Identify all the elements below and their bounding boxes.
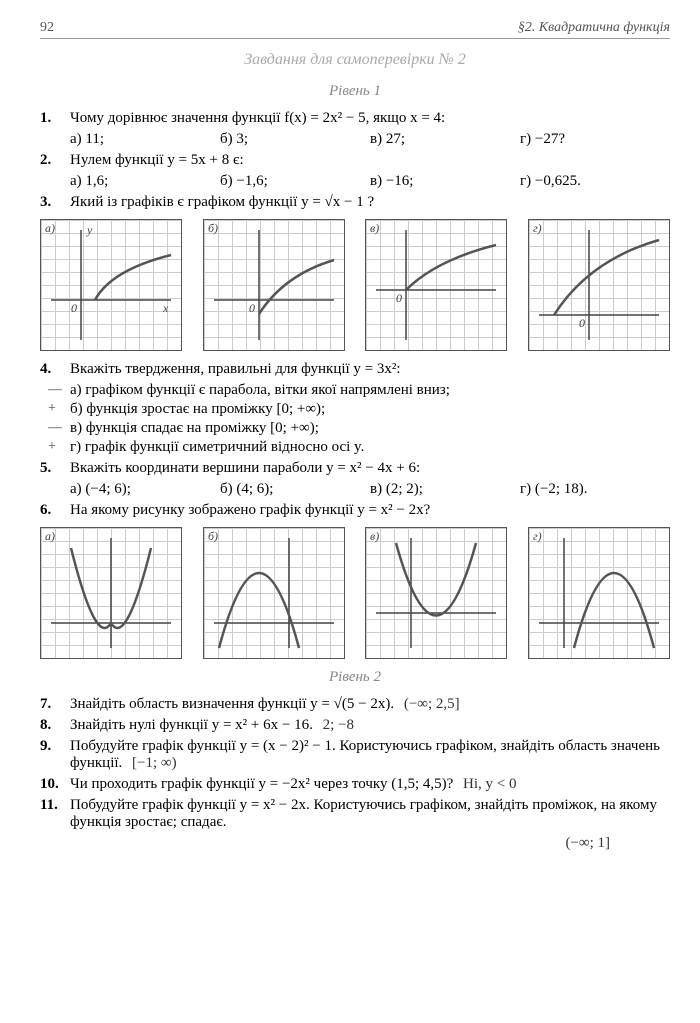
q6-graph-c: в) (365, 527, 507, 659)
q7-text: Знайдіть область визначення функції y = … (70, 696, 670, 713)
graph-label-a: а) (45, 221, 55, 235)
q2-b: б) −1,6; (220, 173, 370, 190)
svg-text:г): г) (533, 529, 542, 543)
q11-answer-row: (−∞; 1] (40, 835, 610, 852)
svg-text:0: 0 (396, 291, 402, 305)
q1-b: б) 3; (220, 131, 370, 148)
q4-b-mark: + (48, 401, 56, 417)
page-number: 92 (40, 20, 54, 36)
q1-text: Чому дорівнює значення функції f(x) = 2x… (70, 110, 670, 127)
question-5: 5. Вкажіть координати вершини параболи y… (40, 460, 670, 477)
q5-a: а) (−4; 6); (70, 481, 220, 498)
question-1: 1. Чому дорівнює значення функції f(x) =… (40, 110, 670, 127)
svg-text:0: 0 (579, 316, 585, 330)
svg-text:в): в) (370, 221, 379, 235)
section-title: Завдання для самоперевірки № 2 (40, 51, 670, 69)
q7-num: 7. (40, 696, 70, 713)
q2-d: г) −0,625. (520, 173, 670, 190)
q8-handwritten: 2; −8 (323, 717, 354, 734)
q1-num: 1. (40, 110, 70, 127)
q8-num: 8. (40, 717, 70, 734)
question-10: 10. Чи проходить графік функції y = −2x²… (40, 776, 670, 793)
q5-b: б) (4; 6); (220, 481, 370, 498)
q1-a: а) 11; (70, 131, 220, 148)
q4-a-mark: — (48, 382, 62, 398)
q3-graph-c: в) 0 (365, 219, 507, 351)
q6-text: На якому рисунку зображено графік функці… (70, 502, 670, 519)
q4-a: — а) графіком функції є парабола, вітки … (70, 382, 670, 399)
question-7: 7. Знайдіть область визначення функції y… (40, 696, 670, 713)
q3-graph-b: б) 0 (203, 219, 345, 351)
q10-num: 10. (40, 776, 70, 793)
q2-num: 2. (40, 152, 70, 169)
q3-text: Який із графіків є графіком функції y = … (70, 194, 670, 211)
q11-num: 11. (40, 797, 70, 831)
question-11: 11. Побудуйте графік функції y = x² − 2x… (40, 797, 670, 831)
q4-b: + б) функція зростає на проміжку [0; +∞)… (70, 401, 670, 418)
svg-text:а): а) (45, 529, 55, 543)
q2-options: а) 1,6; б) −1,6; в) −16; г) −0,625. (70, 173, 670, 190)
svg-text:б): б) (208, 221, 218, 235)
question-9: 9. Побудуйте графік функції y = (x − 2)²… (40, 738, 670, 772)
q11-handwritten: (−∞; 1] (565, 835, 610, 852)
q6-num: 6. (40, 502, 70, 519)
question-6: 6. На якому рисунку зображено графік фун… (40, 502, 670, 519)
question-8: 8. Знайдіть нулі функції y = x² + 6x − 1… (40, 717, 670, 734)
q4-text: Вкажіть твердження, правильні для функці… (70, 361, 670, 378)
q2-c: в) −16; (370, 173, 520, 190)
q4-c: — в) функція спадає на проміжку [0; +∞); (70, 420, 670, 437)
q3-graphs: а) 0 x y б) 0 в) 0 (40, 219, 670, 351)
q10-handwritten: Ні, y < 0 (463, 776, 516, 793)
svg-text:б): б) (208, 529, 218, 543)
q6-graphs: а) б) в) г) (40, 527, 670, 659)
q1-c: в) 27; (370, 131, 520, 148)
q9-num: 9. (40, 738, 70, 772)
q10-text: Чи проходить графік функції y = −2x² чер… (70, 776, 670, 793)
q4-num: 4. (40, 361, 70, 378)
q5-d: г) (−2; 18). (520, 481, 670, 498)
question-2: 2. Нулем функції y = 5x + 8 є: (40, 152, 670, 169)
q9-handwritten: [−1; ∞) (132, 755, 177, 772)
q7-handwritten: (−∞; 2,5] (404, 696, 460, 713)
q4-d: + г) графік функції симетричний відносно… (70, 439, 670, 456)
level2-title: Рівень 2 (40, 669, 670, 686)
svg-text:г): г) (533, 221, 542, 235)
q5-text: Вкажіть координати вершини параболи y = … (70, 460, 670, 477)
q1-d: г) −27? (520, 131, 670, 148)
svg-text:x: x (162, 301, 169, 315)
q8-text: Знайдіть нулі функції y = x² + 6x − 16. … (70, 717, 670, 734)
chapter-title: §2. Квадратична функція (518, 20, 670, 36)
q2-text: Нулем функції y = 5x + 8 є: (70, 152, 670, 169)
q3-graph-a: а) 0 x y (40, 219, 182, 351)
question-3: 3. Який із графіків є графіком функції y… (40, 194, 670, 211)
page: 92 §2. Квадратична функція Завдання для … (0, 0, 700, 882)
q3-graph-d: г) 0 (528, 219, 670, 351)
q5-options: а) (−4; 6); б) (4; 6); в) (2; 2); г) (−2… (70, 481, 670, 498)
q4-c-mark: — (48, 420, 62, 436)
q6-graph-a: а) (40, 527, 182, 659)
q6-graph-b: б) (203, 527, 345, 659)
svg-text:y: y (86, 223, 93, 237)
q9-text: Побудуйте графік функції y = (x − 2)² − … (70, 738, 670, 772)
question-4: 4. Вкажіть твердження, правильні для фун… (40, 361, 670, 378)
q11-text: Побудуйте графік функції y = x² − 2x. Ко… (70, 797, 670, 831)
svg-text:0: 0 (249, 301, 255, 315)
q1-options: а) 11; б) 3; в) 27; г) −27? (70, 131, 670, 148)
svg-text:0: 0 (71, 301, 77, 315)
svg-text:в): в) (370, 529, 379, 543)
q6-graph-d: г) (528, 527, 670, 659)
q5-c: в) (2; 2); (370, 481, 520, 498)
q5-num: 5. (40, 460, 70, 477)
level1-title: Рівень 1 (40, 83, 670, 100)
q4-d-mark: + (48, 439, 56, 455)
q2-a: а) 1,6; (70, 173, 220, 190)
page-header: 92 §2. Квадратична функція (40, 20, 670, 39)
q3-num: 3. (40, 194, 70, 211)
